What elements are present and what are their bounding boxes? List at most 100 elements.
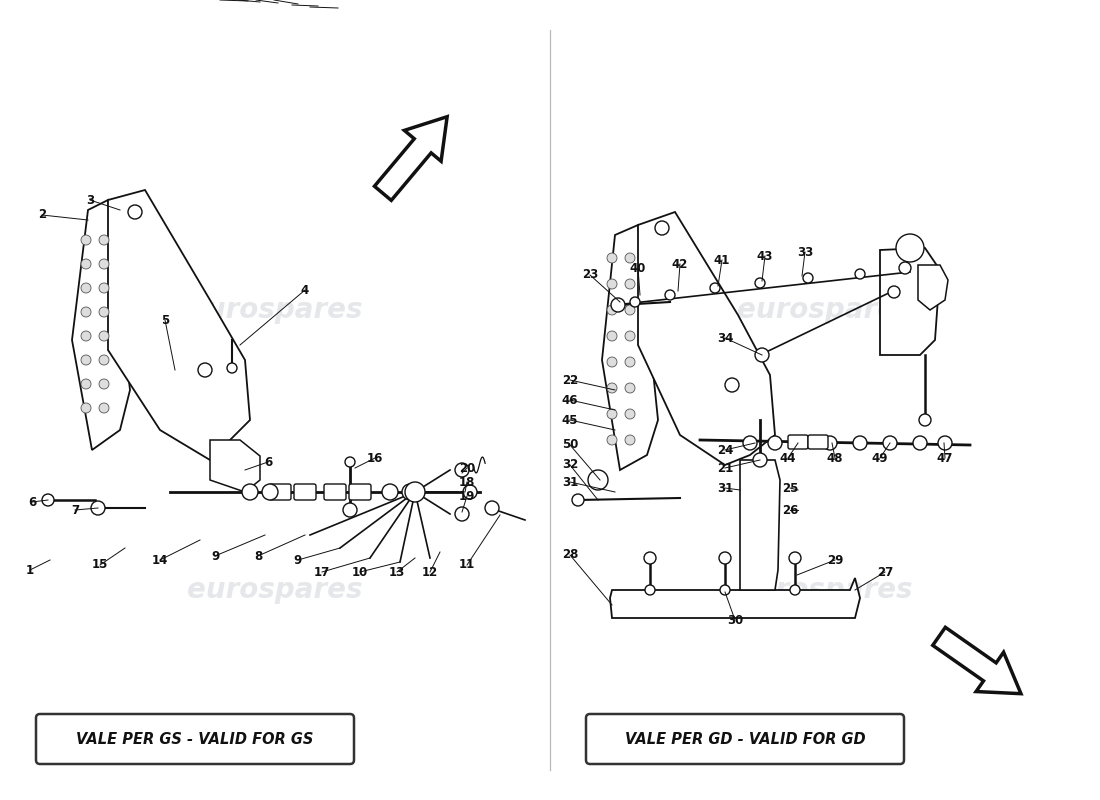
Circle shape xyxy=(455,507,469,521)
Circle shape xyxy=(81,355,91,365)
Text: 11: 11 xyxy=(459,558,475,571)
Polygon shape xyxy=(108,190,250,460)
Circle shape xyxy=(918,414,931,426)
Text: 15: 15 xyxy=(91,558,108,571)
Circle shape xyxy=(42,494,54,506)
Text: 16: 16 xyxy=(366,451,383,465)
Text: 8: 8 xyxy=(254,550,262,562)
Circle shape xyxy=(719,552,732,564)
Text: 4: 4 xyxy=(301,283,309,297)
Text: 13: 13 xyxy=(389,566,405,578)
Circle shape xyxy=(896,234,924,262)
Circle shape xyxy=(754,453,767,467)
Text: 17: 17 xyxy=(314,566,330,578)
Text: 45: 45 xyxy=(562,414,579,426)
Circle shape xyxy=(852,436,867,450)
Text: 43: 43 xyxy=(757,250,773,262)
Circle shape xyxy=(855,269,865,279)
Text: 50: 50 xyxy=(562,438,579,451)
Text: 7: 7 xyxy=(70,503,79,517)
Circle shape xyxy=(720,585,730,595)
Circle shape xyxy=(81,331,91,341)
Polygon shape xyxy=(72,200,130,450)
Circle shape xyxy=(99,379,109,389)
Circle shape xyxy=(99,235,109,245)
Circle shape xyxy=(99,259,109,269)
Circle shape xyxy=(625,383,635,393)
Circle shape xyxy=(382,484,398,500)
Circle shape xyxy=(242,484,258,500)
Circle shape xyxy=(938,436,952,450)
Text: 49: 49 xyxy=(871,451,889,465)
Circle shape xyxy=(588,470,608,490)
Circle shape xyxy=(485,501,499,515)
Circle shape xyxy=(81,259,91,269)
Text: 28: 28 xyxy=(562,549,579,562)
Polygon shape xyxy=(880,248,940,355)
Text: 46: 46 xyxy=(562,394,579,406)
Polygon shape xyxy=(374,117,447,200)
Polygon shape xyxy=(602,225,658,470)
Circle shape xyxy=(81,283,91,293)
Polygon shape xyxy=(933,627,1021,694)
Text: 23: 23 xyxy=(582,269,598,282)
Text: 6: 6 xyxy=(264,455,272,469)
Circle shape xyxy=(463,485,477,499)
Text: 24: 24 xyxy=(717,443,734,457)
Circle shape xyxy=(81,235,91,245)
Text: 25: 25 xyxy=(782,482,799,494)
Circle shape xyxy=(625,253,635,263)
Text: 10: 10 xyxy=(352,566,368,578)
Polygon shape xyxy=(918,265,948,310)
Circle shape xyxy=(790,585,800,595)
Text: 12: 12 xyxy=(422,566,438,578)
Text: 31: 31 xyxy=(562,475,579,489)
Text: 34: 34 xyxy=(717,331,734,345)
Circle shape xyxy=(198,363,212,377)
Circle shape xyxy=(345,457,355,467)
Text: 14: 14 xyxy=(152,554,168,566)
Circle shape xyxy=(607,331,617,341)
Text: 9: 9 xyxy=(211,550,219,562)
Circle shape xyxy=(755,348,769,362)
Text: 40: 40 xyxy=(630,262,646,274)
Circle shape xyxy=(99,403,109,413)
Circle shape xyxy=(81,379,91,389)
Circle shape xyxy=(607,357,617,367)
Circle shape xyxy=(607,279,617,289)
Circle shape xyxy=(645,585,654,595)
Circle shape xyxy=(607,253,617,263)
Circle shape xyxy=(625,305,635,315)
Circle shape xyxy=(99,307,109,317)
Circle shape xyxy=(625,409,635,419)
Circle shape xyxy=(99,331,109,341)
Circle shape xyxy=(803,273,813,283)
Text: 48: 48 xyxy=(827,451,844,465)
Polygon shape xyxy=(610,578,860,618)
Circle shape xyxy=(607,409,617,419)
Polygon shape xyxy=(210,440,260,492)
Text: 44: 44 xyxy=(780,451,796,465)
Circle shape xyxy=(768,436,782,450)
Circle shape xyxy=(625,331,635,341)
Circle shape xyxy=(710,283,720,293)
Circle shape xyxy=(625,279,635,289)
Circle shape xyxy=(405,482,425,502)
Circle shape xyxy=(888,286,900,298)
FancyBboxPatch shape xyxy=(586,714,904,764)
Circle shape xyxy=(81,403,91,413)
FancyBboxPatch shape xyxy=(270,484,292,500)
Text: eurospares: eurospares xyxy=(187,576,363,604)
Text: 21: 21 xyxy=(717,462,733,474)
Text: eurospares: eurospares xyxy=(737,576,913,604)
Text: 32: 32 xyxy=(562,458,579,471)
Circle shape xyxy=(607,435,617,445)
Circle shape xyxy=(789,552,801,564)
Circle shape xyxy=(91,501,104,515)
FancyBboxPatch shape xyxy=(36,714,354,764)
Text: 6: 6 xyxy=(28,495,36,509)
Text: 1: 1 xyxy=(26,563,34,577)
Text: 27: 27 xyxy=(877,566,893,578)
Text: 18: 18 xyxy=(459,475,475,489)
Circle shape xyxy=(625,357,635,367)
